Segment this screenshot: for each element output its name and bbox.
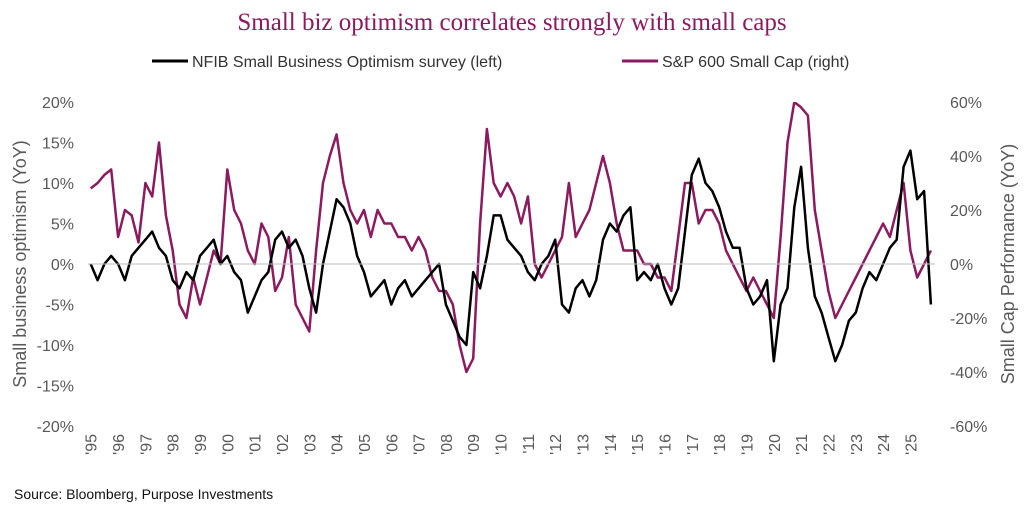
x-tick-label: '24 [876,434,893,455]
x-tick-label: '97 [138,434,155,455]
y-tick-label: 20% [42,95,74,112]
x-tick-label: '12 [548,434,565,455]
y-tick-label: 10% [42,176,74,193]
y-tick-label: -10% [37,338,74,355]
x-tick-label: '14 [603,434,620,455]
x-tick-label: '18 [712,434,729,455]
x-tick-label: '15 [630,434,647,455]
x-tick-label: '10 [494,434,511,455]
x-tick-label: '02 [275,434,292,455]
x-tick-label: '95 [84,434,101,455]
y-axis-title: Small business optimism (YoY) [10,140,30,387]
x-tick-label: '16 [658,434,675,455]
y2-tick-label: 20% [950,203,982,220]
y-tick-label: -15% [37,379,74,396]
source-note: Source: Bloomberg, Purpose Investments [14,486,273,502]
x-tick-label: '25 [903,434,920,455]
x-tick-label: '19 [739,434,756,455]
x-tick-label: '99 [193,434,210,455]
series-line [89,102,933,374]
x-tick-label: '09 [466,434,483,455]
x-tick-label: '22 [821,434,838,455]
x-tick-label: '06 [384,434,401,455]
y2-tick-label: -40% [950,365,987,382]
y-tick-label: -20% [37,419,74,436]
x-tick-label: '96 [111,434,128,455]
y2-axis-title: Small Cap Performance (YoY) [998,144,1018,384]
x-tick-label: '21 [794,434,811,455]
y2-tick-label: -60% [950,419,987,436]
y-tick-label: 5% [51,217,74,234]
y2-tick-label: 0% [950,257,973,274]
y2-tick-label: 40% [950,149,982,166]
y-tick-label: 0% [51,257,74,274]
x-tick-label: '03 [302,434,319,455]
x-tick-label: '11 [521,434,538,454]
x-tick-label: '04 [330,434,347,455]
x-tick-label: '17 [685,434,702,455]
chart-title: Small biz optimism correlates strongly w… [237,9,786,36]
x-tick-label: '13 [576,434,593,455]
y2-tick-label: -20% [950,311,987,328]
x-tick-label: '23 [849,434,866,455]
x-tick-label: '05 [357,434,374,455]
x-tick-label: '07 [412,434,429,455]
y2-tick-label: 60% [950,95,982,112]
y-tick-label: -5% [46,298,74,315]
x-tick-label: '98 [166,434,183,455]
x-tick-label: '00 [220,434,237,455]
x-tick-label: '20 [767,434,784,455]
legend-label: S&P 600 Small Cap (right) [662,54,849,71]
x-tick-label: '08 [439,434,456,455]
y-tick-label: 15% [42,136,74,153]
plot-area [89,102,933,374]
legend-label: NFIB Small Business Optimism survey (lef… [192,54,502,71]
x-tick-label: '01 [248,434,265,455]
